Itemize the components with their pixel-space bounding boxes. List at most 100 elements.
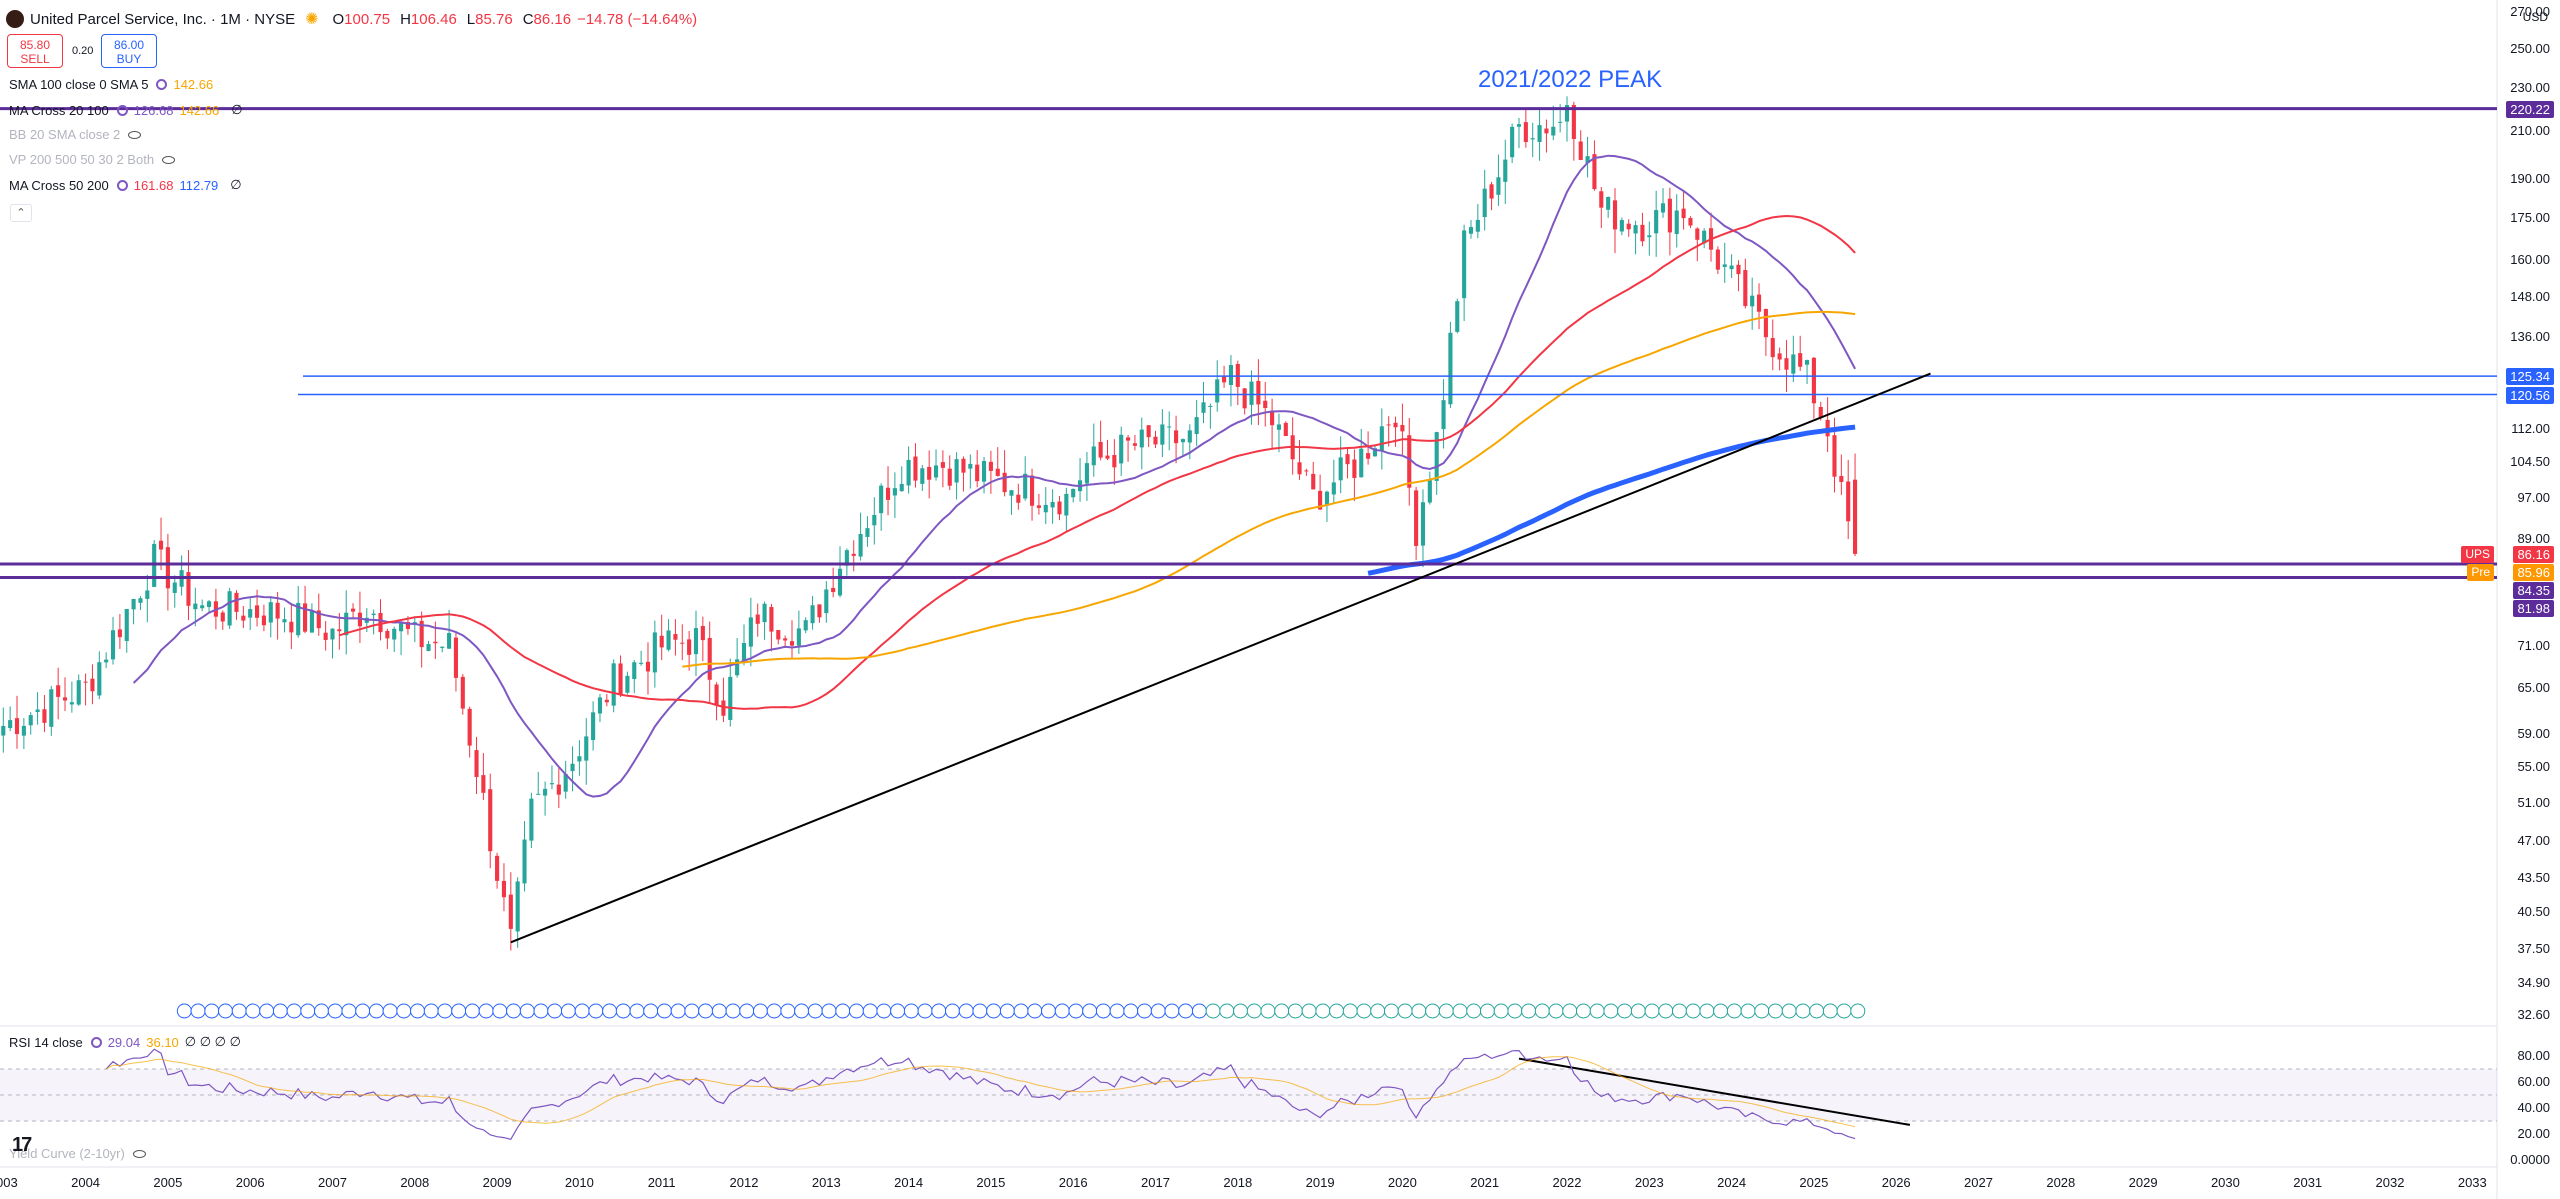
candle-body [269,602,273,622]
indicator-legend[interactable]: SMA 100 close 0 SMA 5 142.66 [9,77,219,92]
candle-body [618,663,622,694]
dividend-marker [973,1004,987,1018]
earnings-marker [1494,1004,1508,1018]
indicator-settings-icon[interactable] [117,180,128,191]
candle-body [207,601,211,607]
indicator-legend[interactable]: MA Cross 20 100 126.68 142.66 ∅ [9,102,243,118]
candle-body [1188,430,1192,442]
time-tick-label: 2013 [812,1175,841,1190]
candle-body [337,629,341,631]
rsi-settings-icon[interactable] [91,1037,102,1048]
time-tick-label: 2032 [2376,1175,2405,1190]
candle-body [790,641,794,645]
price-tick-label: 89.00 [2517,531,2550,546]
dividend-marker [219,1004,233,1018]
candle-body [378,613,382,632]
hidden-eye-icon[interactable] [162,156,175,164]
candle-body [1812,358,1816,403]
hidden-eye-icon[interactable] [133,1150,146,1158]
indicator-legend[interactable]: MA Cross 50 200 161.68 112.79 ∅ [9,177,242,193]
rsi-ma-value: 36.10 [146,1035,179,1050]
price-tick-label: 190.00 [2510,171,2550,186]
candle-body [632,662,636,679]
candle-body [1455,301,1459,332]
ups-logo-icon [6,10,24,28]
candle-body [1366,453,1370,459]
candle-body [1654,210,1658,233]
candle-body [125,609,129,641]
earnings-marker [1480,1004,1494,1018]
earnings-marker [1618,1004,1632,1018]
candle-body [1284,423,1288,436]
candle-body [111,630,115,659]
dividend-marker [685,1004,699,1018]
dividend-marker [561,1004,575,1018]
ohlc-key: H [400,11,411,28]
candle-body [639,663,643,664]
price-tick-label: 230.00 [2510,80,2550,95]
time-tick-label: 2020 [1388,1175,1417,1190]
candle-body [1730,266,1734,270]
collapse-legend-button[interactable]: ⌃ [10,204,32,222]
candle-body [282,619,286,622]
dividend-marker [246,1004,260,1018]
candle-body [1105,456,1109,459]
earnings-marker [1659,1004,1673,1018]
indicator-settings-icon[interactable] [156,79,167,90]
buy-button[interactable]: 86.00 BUY [101,34,157,68]
candle-body [1428,480,1432,502]
earnings-marker [1741,1004,1755,1018]
dividend-marker [1124,1004,1138,1018]
candle-body [1716,250,1720,270]
candle-body [1195,417,1199,434]
dividend-marker [534,1004,548,1018]
candle-body [1140,430,1144,448]
dividend-marker [795,1004,809,1018]
dividend-marker [479,1004,493,1018]
candle-body [310,610,314,633]
candle-body [228,591,232,625]
candle-body [1647,235,1651,237]
earnings-marker [1398,1004,1412,1018]
sell-button[interactable]: 85.80 SELL [7,34,63,68]
rsi-tick-label: 0.0000 [2510,1152,2550,1167]
candle-body [1345,454,1349,464]
rsi-name[interactable]: RSI 14 close [9,1035,83,1050]
candle-body [97,662,101,695]
candle-body [783,638,787,640]
earnings-marker [1590,1004,1604,1018]
candle-body [1174,430,1178,443]
time-tick-label: 2031 [2293,1175,2322,1190]
hidden-eye-icon[interactable] [128,131,141,139]
candle-body [1037,505,1041,508]
dividend-marker [411,1004,425,1018]
dividend-marker [616,1004,630,1018]
indicator-settings-icon[interactable] [117,105,128,116]
price-tag: 220.22 [2506,101,2554,118]
earnings-marker [1371,1004,1385,1018]
candle-body [769,607,773,632]
indicator-legend[interactable]: VP 200 500 50 30 2 Both [9,152,175,167]
candle-body [1661,203,1665,212]
symbol-title[interactable]: United Parcel Service, Inc. · 1M · NYSE [30,11,295,28]
indicator-legend[interactable]: BB 20 SMA close 2 [9,127,141,142]
tradingview-logo-icon[interactable]: 17 [12,1134,30,1157]
dividend-marker [987,1004,1001,1018]
time-tick-label: 2010 [565,1175,594,1190]
candle-body [22,726,26,736]
earnings-marker [1508,1004,1522,1018]
time-tick-label: 2027 [1964,1175,1993,1190]
candle-body [330,629,334,640]
candle-body [1332,482,1336,494]
candle-body [15,718,19,734]
candle-body [159,541,163,550]
dividend-marker [191,1004,205,1018]
earnings-marker [1220,1004,1234,1018]
candle-body [447,633,451,649]
candle-body [749,617,753,646]
time-tick-label: 2030 [2211,1175,2240,1190]
time-tick-label: 2024 [1717,1175,1746,1190]
candle-body [735,659,739,675]
candle-body [1256,381,1260,404]
